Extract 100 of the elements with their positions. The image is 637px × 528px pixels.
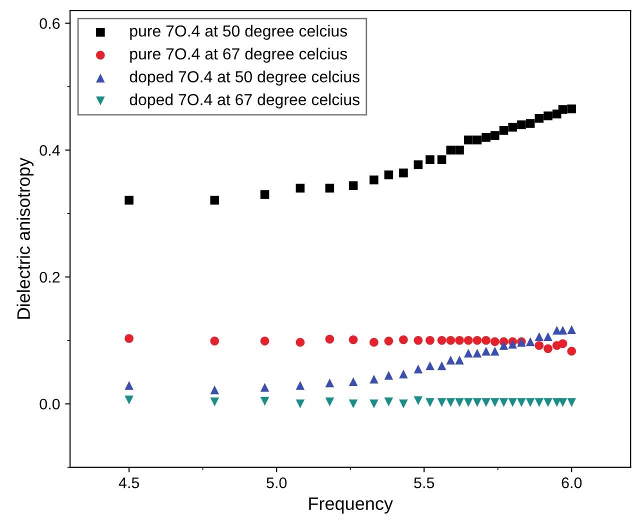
- point: [260, 190, 270, 199]
- point: [384, 398, 394, 406]
- point: [455, 356, 464, 364]
- point: [472, 336, 482, 345]
- x-tick-label: 5.0: [266, 477, 287, 488]
- point: [384, 170, 394, 180]
- point: [482, 336, 490, 345]
- x-tick-label: 6.0: [562, 477, 582, 488]
- point: [567, 398, 576, 407]
- point: [544, 344, 552, 354]
- y-tick-label: 0.0: [40, 398, 60, 410]
- y-tick-label: 0.6: [40, 18, 60, 29]
- point: [534, 398, 544, 407]
- point: [370, 374, 378, 384]
- point: [437, 398, 446, 407]
- point: [464, 336, 473, 345]
- point: [210, 336, 220, 346]
- point: [508, 122, 518, 132]
- point: [426, 155, 434, 164]
- legend-label: pure 7O.4 at 67 degree celcius: [130, 48, 348, 63]
- point: [210, 196, 220, 205]
- point: [490, 131, 500, 140]
- point: [124, 381, 134, 390]
- point: [482, 398, 490, 407]
- point: [210, 398, 220, 406]
- point: [210, 386, 220, 394]
- point: [558, 398, 568, 407]
- y-tick-label: 0.2: [40, 272, 60, 283]
- point: [325, 184, 334, 193]
- point: [296, 184, 305, 193]
- point: [534, 114, 544, 123]
- point: [384, 336, 394, 346]
- point: [348, 399, 358, 408]
- point: [490, 337, 500, 346]
- point: [260, 396, 270, 406]
- point: [472, 136, 482, 144]
- point: [348, 335, 358, 344]
- point: [260, 382, 270, 392]
- point: [455, 336, 464, 345]
- point: [472, 398, 482, 407]
- point: [446, 336, 456, 345]
- point: [414, 364, 423, 374]
- point: [526, 398, 535, 407]
- legend-label: pure 7O.4 at 50 degree celcius: [130, 24, 348, 40]
- point: [558, 105, 568, 114]
- point: [455, 398, 464, 407]
- point: [348, 181, 358, 190]
- point: [567, 346, 576, 356]
- point: [508, 340, 518, 349]
- point: [370, 338, 378, 347]
- point: [348, 377, 358, 386]
- point: [464, 136, 473, 144]
- point: [437, 155, 446, 164]
- point: [399, 399, 408, 408]
- point: [499, 398, 508, 407]
- point: [558, 326, 568, 335]
- point: [370, 399, 378, 408]
- point: [446, 356, 456, 364]
- point: [464, 348, 473, 358]
- y-axis-title: Dielectric anisotropy: [16, 158, 34, 319]
- point: [517, 120, 526, 130]
- point: [482, 346, 490, 356]
- point: [490, 398, 500, 407]
- point: [437, 361, 446, 370]
- point: [426, 361, 434, 370]
- point: [544, 398, 552, 407]
- point: [426, 336, 434, 345]
- point: [325, 398, 334, 406]
- point: [508, 398, 518, 407]
- point: [296, 338, 305, 347]
- point: [399, 370, 408, 378]
- point: [490, 346, 500, 356]
- point: [567, 325, 576, 334]
- point: [482, 133, 490, 142]
- point: [517, 398, 526, 407]
- point: [124, 196, 134, 205]
- point: [296, 399, 305, 408]
- point: [446, 146, 456, 155]
- point: [567, 104, 576, 114]
- point: [399, 168, 408, 178]
- point: [534, 332, 544, 341]
- point: [544, 111, 552, 120]
- point: [455, 146, 464, 155]
- point: [325, 334, 334, 344]
- x-tick-label: 5.5: [414, 478, 434, 488]
- point: [325, 378, 334, 388]
- point: [464, 398, 473, 407]
- point: [558, 339, 568, 348]
- point: [499, 341, 508, 350]
- point: [437, 336, 446, 345]
- point: [384, 370, 394, 380]
- point: [370, 176, 378, 184]
- point: [526, 119, 535, 128]
- point: [426, 398, 434, 407]
- point: [534, 341, 544, 350]
- point: [399, 335, 408, 344]
- point: [526, 337, 535, 346]
- point: [296, 381, 305, 390]
- point: [472, 348, 482, 358]
- point: [499, 126, 508, 135]
